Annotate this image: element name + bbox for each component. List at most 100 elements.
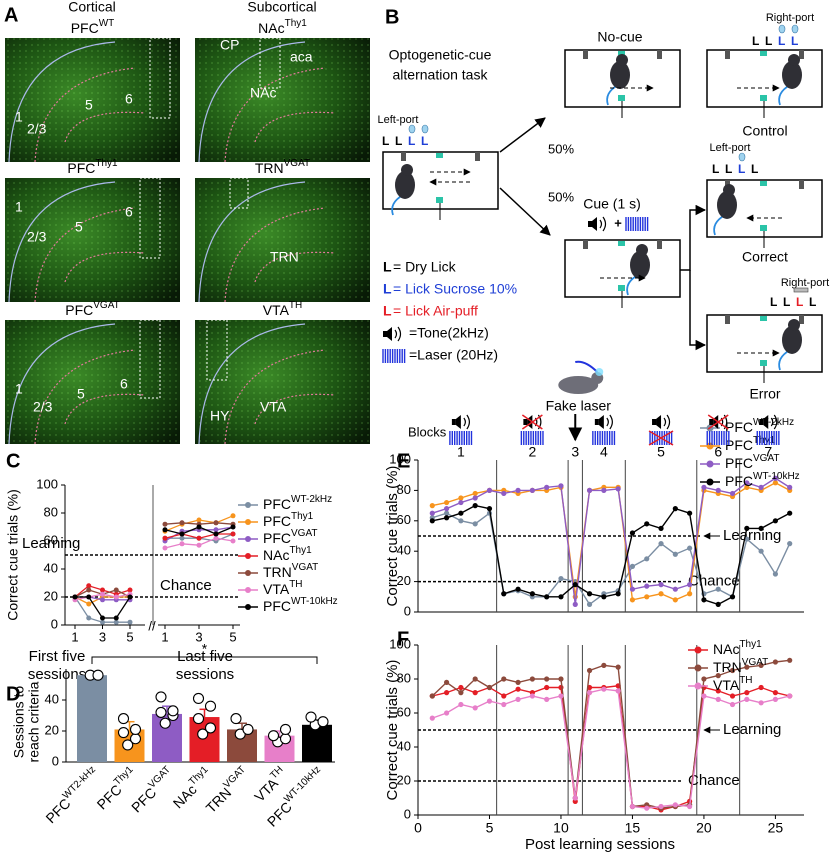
cue-light — [760, 225, 767, 231]
data-point — [159, 717, 171, 729]
speaker-icon — [709, 419, 714, 425]
cue-plus: + — [614, 215, 622, 230]
series-point — [458, 690, 464, 696]
legend-label: TRNVGAT — [713, 657, 768, 675]
sucrose-drop — [421, 124, 429, 134]
column-header: Subcortical — [247, 0, 316, 15]
legend-marker — [245, 604, 251, 610]
tissue-outline — [198, 181, 306, 303]
data-point — [242, 723, 254, 736]
series-point — [230, 531, 236, 537]
port-label: Left-port — [378, 114, 419, 126]
port — [401, 152, 406, 161]
region-label: 6 — [125, 204, 133, 220]
speaker-icon — [652, 419, 657, 425]
series-point — [429, 518, 435, 524]
legend-label: PFCWT-10kHz — [263, 596, 338, 614]
image-title: PFCThy1 — [67, 158, 118, 176]
series-point — [501, 676, 507, 682]
x-tick-label: 20 — [696, 820, 712, 836]
series-point — [701, 676, 707, 682]
series-point — [672, 551, 678, 557]
tissue-outline — [8, 41, 116, 163]
legend-label-base: PFC — [725, 419, 753, 435]
lick-letter: L — [408, 134, 415, 148]
series-point — [486, 506, 493, 512]
speaker-icon — [598, 415, 604, 429]
x-tick-label: 1 — [71, 629, 78, 644]
x-group-label: First five — [29, 648, 86, 665]
legend-label-base: PFC — [263, 513, 291, 529]
series-point — [615, 591, 621, 597]
series-point — [615, 664, 621, 670]
legend-marker — [245, 553, 251, 559]
sucrose-drop — [738, 152, 746, 162]
split-arrow — [680, 204, 707, 271]
legend-label: NAcThy1 — [713, 639, 762, 657]
legend-label-sup: Thy1 — [291, 511, 314, 522]
image-title: TRNVGAT — [255, 158, 310, 176]
y-tick-label: 60 — [397, 512, 411, 527]
series-point — [558, 676, 564, 682]
series-point — [729, 594, 736, 600]
legend-label-base: VTA — [263, 581, 290, 597]
series-point — [701, 484, 707, 490]
mouse-body — [782, 61, 802, 89]
series-point — [658, 591, 664, 597]
series-point — [501, 490, 507, 497]
legend-marker — [245, 519, 251, 525]
data-point — [192, 713, 205, 725]
series-point — [672, 506, 678, 512]
series-point — [472, 495, 478, 501]
series-point — [113, 615, 119, 621]
x-group-label: sessions — [28, 666, 86, 683]
region-label: CP — [220, 37, 239, 53]
layer-boundary — [224, 349, 336, 445]
x-tick-label: 25 — [768, 820, 784, 836]
image-title: VTATH — [263, 300, 303, 318]
series-point — [644, 594, 650, 600]
series-point — [529, 676, 535, 682]
legend-label-base: NAc — [263, 547, 289, 563]
panel-letter: B — [385, 6, 399, 28]
region-label: 2/3 — [27, 121, 47, 137]
legend-text: = Lick Sucrose 10% — [393, 281, 517, 297]
series-point — [162, 527, 168, 533]
lick-letter: L — [421, 134, 428, 148]
image-title-base: PFC — [67, 160, 95, 176]
series-point — [772, 480, 779, 486]
cue-light — [760, 316, 767, 321]
y-tick-label: 80 — [44, 504, 58, 519]
legend-marker — [245, 570, 251, 576]
port-label: Right-port — [781, 277, 829, 289]
panel-letter: C — [6, 450, 20, 472]
series-point — [501, 693, 507, 699]
series-point — [715, 601, 721, 608]
panel-letter: D — [6, 683, 20, 705]
x-tick-label-sup: Thy1 — [112, 764, 136, 788]
probability: 50% — [548, 141, 574, 156]
legend-text: = Dry Lick — [393, 259, 457, 275]
x-tick-label: 5 — [126, 629, 133, 644]
axis-break: // — [148, 618, 156, 633]
series-point — [787, 484, 793, 490]
legend-label-sup: WT-10kHz — [753, 471, 800, 482]
series-point — [586, 591, 593, 597]
mouse-head — [616, 54, 628, 66]
series-point — [100, 615, 105, 621]
region-label: 1 — [15, 109, 23, 125]
data-point — [92, 669, 104, 681]
bar — [302, 724, 332, 762]
port — [657, 240, 662, 249]
split-arrow — [689, 270, 707, 351]
cue-light — [436, 197, 443, 203]
series-point — [179, 535, 185, 541]
series-point — [458, 510, 464, 516]
legend-label-base: PFC — [725, 455, 753, 471]
image-title: NAcThy1 — [258, 18, 307, 36]
y-axis-label: Sessions to — [11, 686, 27, 759]
series-point — [501, 701, 507, 708]
port-label: Left-port — [710, 142, 751, 154]
legend-label-base: TRN — [263, 564, 292, 580]
series-point — [472, 490, 478, 497]
